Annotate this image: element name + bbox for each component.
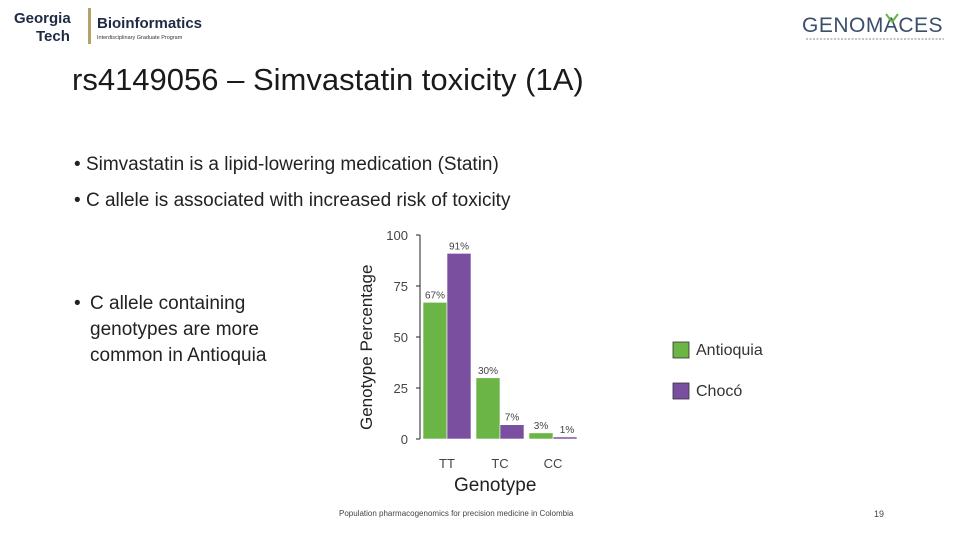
bar-data-label: 1% xyxy=(560,425,575,436)
bar-data-label: 7% xyxy=(505,413,520,424)
bar-antioquia-tc xyxy=(475,377,501,440)
logo-gt-line2: Tech xyxy=(36,28,70,45)
side-bullet-text: C allele containing genotypes are more c… xyxy=(90,293,267,366)
footer-text: Population pharmacogenomics for precisio… xyxy=(339,509,574,518)
x-tick-label: TT xyxy=(439,456,455,471)
y-tick-label: 50 xyxy=(394,330,408,345)
y-tick-label: 25 xyxy=(394,381,408,396)
bullet-text: C allele is associated with increased ri… xyxy=(85,190,511,211)
bar-choc-tt xyxy=(446,253,472,440)
bar-data-label: 67% xyxy=(425,290,445,301)
georgia-tech-bioinformatics-logo: Georgia Tech Bioinformatics Interdiscipl… xyxy=(14,8,202,45)
y-tick-label: 75 xyxy=(394,279,408,294)
bar-antioquia-tt xyxy=(422,302,448,440)
logo-brand: Bioinformatics xyxy=(97,15,202,32)
logo-divider xyxy=(88,8,91,44)
x-tick-label: TC xyxy=(491,456,508,471)
legend-label: Antioquia xyxy=(696,342,763,359)
y-tick-label: 0 xyxy=(401,432,408,447)
bar-choc-tc xyxy=(499,424,525,440)
logo-leaf-icon xyxy=(885,13,899,23)
logo-genomaces-brand: GENOMACES xyxy=(802,14,943,37)
page-number: 19 xyxy=(874,509,885,519)
bar-data-label: 30% xyxy=(478,366,498,377)
genomaces-logo: GENOMACES xyxy=(802,13,944,40)
legend-label: Chocó xyxy=(696,383,742,400)
slide-title: rs4149056 – Simvastatin toxicity (1A) xyxy=(72,62,584,97)
side-bullet: • C allele containing genotypes are more… xyxy=(74,291,314,369)
bullet-list: • Simvastatin is a lipid-lowering medica… xyxy=(74,147,510,219)
bullet-item: • C allele is associated with increased … xyxy=(74,183,510,219)
y-tick-label: 100 xyxy=(386,228,408,243)
logo-subtitle: Interdisciplinary Graduate Program xyxy=(97,35,183,41)
bar-choc-cc xyxy=(552,436,578,440)
bar-data-label: 3% xyxy=(534,421,549,432)
logo-gt-line1: Georgia xyxy=(14,10,71,27)
legend-swatch xyxy=(672,341,690,359)
bar-data-label: 91% xyxy=(449,241,469,252)
chart-x-axis-label: Genotype xyxy=(454,475,537,496)
chart-y-axis-label: Genotype Percentage xyxy=(357,264,376,430)
bullet-dot: • xyxy=(74,293,81,314)
bar-antioquia-cc xyxy=(528,432,554,440)
x-tick-label: CC xyxy=(544,456,563,471)
legend-swatch xyxy=(672,382,690,400)
bullet-dot: • xyxy=(74,154,81,175)
bullet-item: • Simvastatin is a lipid-lowering medica… xyxy=(74,147,510,183)
bullet-text: Simvastatin is a lipid-lowering medicati… xyxy=(85,154,499,175)
bullet-dot: • xyxy=(74,190,81,211)
